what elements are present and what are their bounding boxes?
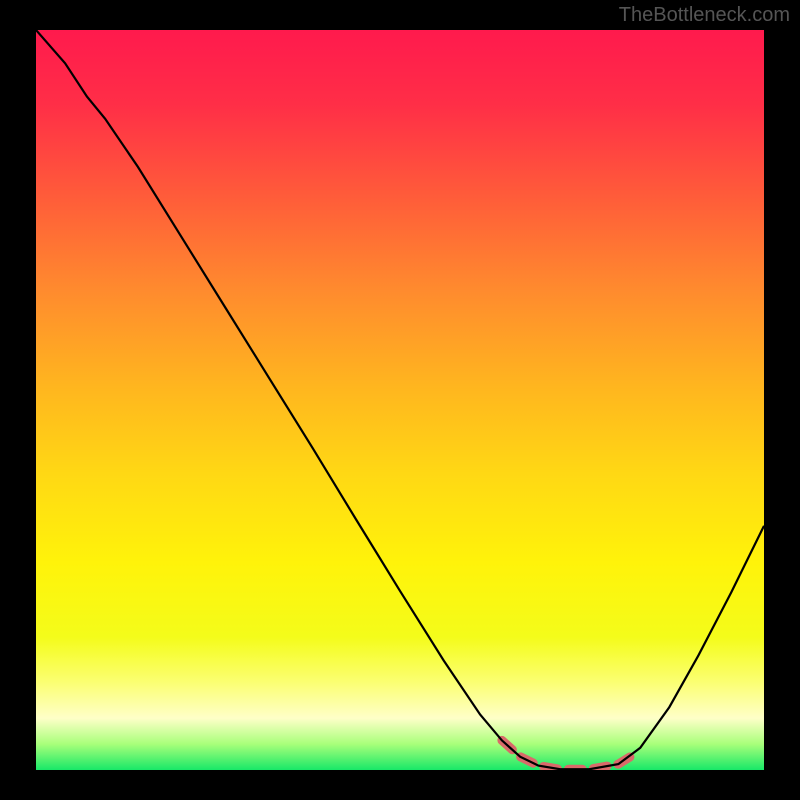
plot-area (36, 30, 764, 770)
bottleneck-curve (36, 30, 764, 769)
watermark-text: TheBottleneck.com (619, 4, 790, 27)
curve-layer (36, 30, 764, 770)
